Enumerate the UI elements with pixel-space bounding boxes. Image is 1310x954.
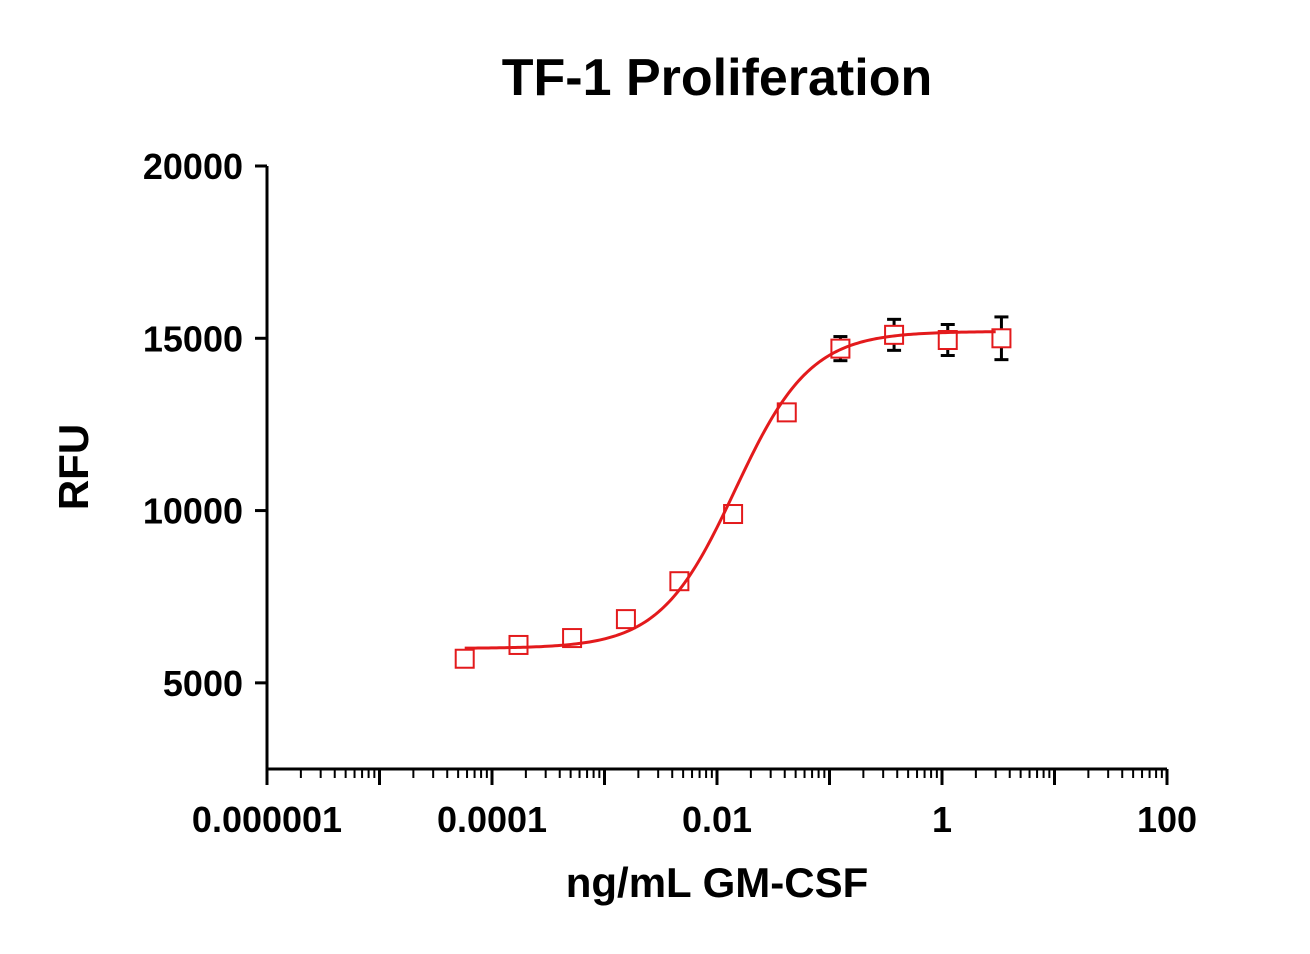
chart-title: TF-1 Proliferation bbox=[502, 49, 932, 107]
y-tick-label: 10000 bbox=[143, 491, 243, 532]
x-tick-label: 1 bbox=[932, 799, 952, 840]
data-point bbox=[991, 328, 1012, 349]
error-bar bbox=[994, 315, 1009, 362]
x-tick-label: 100 bbox=[1137, 799, 1197, 840]
data-point bbox=[723, 504, 744, 525]
data-point bbox=[830, 338, 851, 359]
error-bars bbox=[833, 315, 1009, 363]
y-ticks: 5000 10000 15000 20000 bbox=[143, 146, 267, 704]
data-points bbox=[454, 324, 1012, 669]
data-point bbox=[615, 609, 636, 630]
error-bar bbox=[887, 317, 902, 352]
fit-curve bbox=[464, 330, 996, 650]
x-ticks: 0.000001 0.0001 0.01 1 100 bbox=[192, 769, 1197, 840]
y-tick-label: 5000 bbox=[163, 663, 243, 704]
data-point bbox=[508, 634, 529, 655]
data-point bbox=[669, 571, 690, 592]
x-tick-label: 0.01 bbox=[682, 799, 752, 840]
x-tick-label: 0.000001 bbox=[192, 799, 342, 840]
y-tick-label: 15000 bbox=[143, 318, 243, 359]
data-point bbox=[937, 330, 958, 351]
error-bar bbox=[940, 323, 955, 358]
data-point bbox=[454, 648, 475, 669]
data-point bbox=[884, 324, 905, 345]
x-axis-label: ng/mL GM-CSF bbox=[566, 859, 869, 906]
y-axis-label: RFU bbox=[50, 424, 97, 510]
y-tick-label: 20000 bbox=[143, 146, 243, 187]
x-tick-label: 0.0001 bbox=[437, 799, 547, 840]
data-point bbox=[776, 402, 797, 423]
data-point bbox=[562, 628, 583, 649]
